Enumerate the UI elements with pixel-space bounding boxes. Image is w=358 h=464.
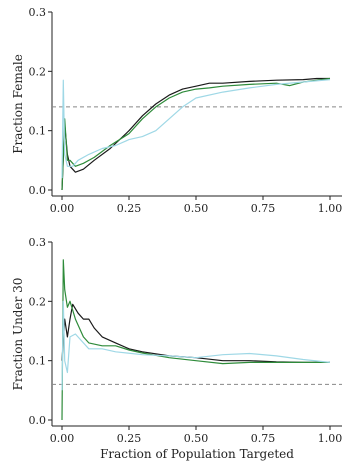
x-tick-label: 0.75 bbox=[251, 202, 276, 215]
y-tick-label: 0.1 bbox=[29, 125, 47, 138]
x-axis-label: Fraction of Population Targeted bbox=[100, 447, 294, 461]
x-tick-label: 0.25 bbox=[117, 202, 142, 215]
y-tick-label: 0.1 bbox=[29, 355, 47, 368]
y-tick-label: 0.3 bbox=[29, 6, 47, 19]
series-line-1 bbox=[61, 77, 331, 191]
y-tick-label: 0.2 bbox=[29, 65, 47, 78]
x-tick-label: 1.00 bbox=[318, 432, 343, 445]
y-tick-label: 0.2 bbox=[29, 295, 47, 308]
series-line-0 bbox=[61, 77, 330, 191]
y-tick-label: 0.3 bbox=[29, 236, 47, 249]
series-line-2 bbox=[61, 300, 331, 391]
x-tick-label: 0.00 bbox=[50, 202, 75, 215]
x-tick-label: 1.00 bbox=[318, 202, 343, 215]
y-tick-label: 0.0 bbox=[29, 414, 47, 427]
panel-fraction-under-30: 0.0 0.1 0.2 0.3 0.00 0.25 0.50 0.75 1.00 Fraction… bbox=[11, 236, 342, 461]
x-tick-label: 0.50 bbox=[184, 202, 209, 215]
series-line-1 bbox=[61, 259, 330, 421]
y-tick-label: 0.0 bbox=[29, 184, 47, 197]
panel-fraction-female: 0.0 0.1 0.2 0.3 0.00 0.25 0.50 0.75 1.00 Fraction… bbox=[11, 6, 342, 215]
x-tick-label: 0.75 bbox=[251, 432, 276, 445]
x-tick-label: 0.25 bbox=[117, 432, 142, 445]
series-line-0 bbox=[61, 303, 330, 363]
series-line-2 bbox=[61, 79, 331, 179]
x-tick-label: 0.50 bbox=[184, 432, 209, 445]
x-tick-label: 0.00 bbox=[50, 432, 75, 445]
y-axis-label: Fraction Female bbox=[11, 54, 25, 154]
y-axis-label: Fraction Under 30 bbox=[11, 278, 25, 391]
